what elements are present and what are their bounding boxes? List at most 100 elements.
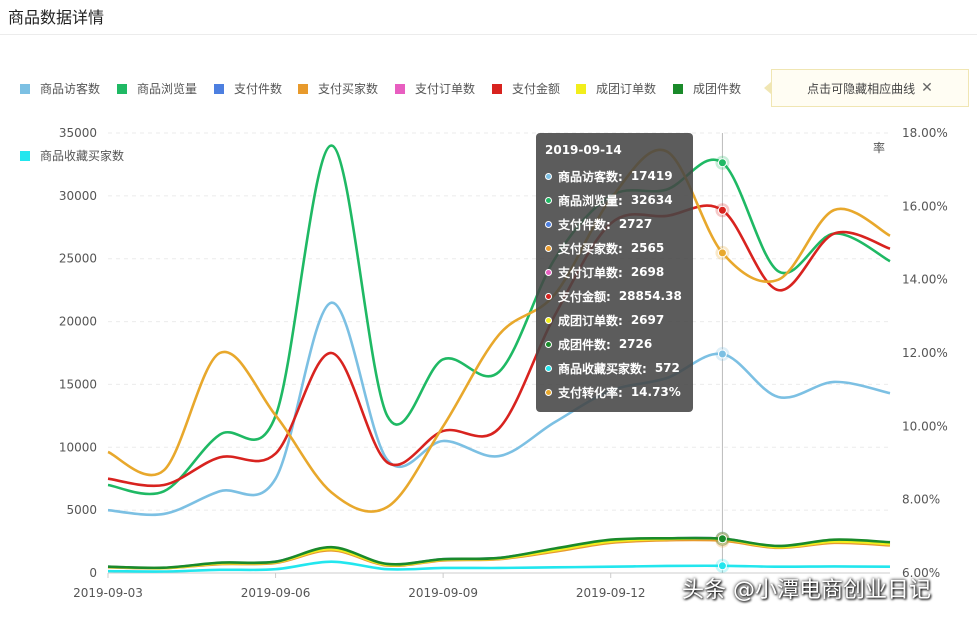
legend-swatch: [214, 83, 224, 94]
tooltip-row: 支付件数: 2727: [545, 212, 684, 236]
tooltip-label: 支付买家数:: [558, 241, 623, 256]
tooltip-value: 2727: [618, 217, 653, 231]
y2-tick-label: 10.00%: [902, 419, 948, 433]
chart-tooltip: 2019-09-14 商品访客数: 17419 商品浏览量: 32634 支付件数: 27…: [536, 133, 693, 412]
highlight-point: [717, 248, 727, 258]
tooltip-dot: [545, 244, 552, 252]
series-line: [107, 144, 891, 496]
legend-label: 成团订单数: [596, 82, 657, 96]
hint-box: 点击可隐藏相应曲线 ✕: [771, 69, 969, 107]
y2-tick-label: 8.00%: [902, 493, 940, 507]
legend-swatch: [117, 83, 127, 94]
legend-item[interactable]: 商品访客数: [20, 80, 100, 97]
tooltip-dot: [545, 268, 552, 276]
legend-item[interactable]: 支付订单数: [395, 80, 475, 97]
y-tick-label: 35000: [59, 126, 97, 140]
legend-swatch: [298, 83, 308, 94]
series-line: [107, 536, 891, 570]
highlight-point: [717, 158, 727, 168]
legend-swatch: [576, 83, 586, 94]
y-tick-label: 15000: [59, 377, 97, 391]
tooltip-label: 支付金额:: [558, 289, 611, 304]
legend-item[interactable]: 支付件数: [214, 80, 282, 97]
y2-tick-label: 12.00%: [902, 346, 948, 360]
legend-label: 支付金额: [512, 82, 561, 96]
tooltip-label: 商品浏览量:: [558, 193, 623, 208]
tooltip-row: 商品浏览量: 32634: [545, 188, 684, 212]
tooltip-dot: [545, 388, 552, 396]
tooltip-row: 支付金额: 28854.38: [545, 284, 684, 308]
highlight-point: [717, 205, 727, 215]
tooltip-dot: [545, 196, 552, 204]
legend-label: 商品访客数: [40, 82, 101, 96]
tooltip-value: 2726: [618, 337, 653, 351]
tooltip-row: 商品访客数: 17419: [545, 164, 684, 188]
legend-label: 商品浏览量: [137, 82, 198, 96]
legend-label: 支付订单数: [415, 82, 476, 96]
hint-text: 点击可隐藏相应曲线: [807, 81, 916, 96]
hint-pointer: [764, 82, 771, 94]
legend-item[interactable]: 支付金额: [492, 80, 560, 97]
tooltip-value: 2565: [630, 241, 665, 255]
y2-tick-label: 16.00%: [902, 199, 948, 213]
tooltip-dot: [545, 340, 552, 348]
legend-swatch: [20, 83, 30, 94]
tooltip-value: 17419: [630, 169, 673, 183]
tooltip-dot: [545, 292, 552, 300]
tooltip-value: 2698: [630, 265, 665, 279]
y-tick-label: 0: [89, 566, 97, 580]
close-icon[interactable]: ✕: [921, 80, 933, 96]
y-tick-label: 30000: [59, 189, 97, 203]
x-tick-label: 2019-09-12: [576, 586, 646, 600]
legend-item[interactable]: 商品收藏买家数: [20, 147, 124, 164]
title-divider: [0, 34, 977, 35]
tooltip-value: 14.73%: [630, 385, 681, 399]
legend-item[interactable]: 成团件数: [673, 80, 741, 97]
tooltip-value: 2697: [630, 313, 665, 327]
y2-tick-label: 18.00%: [902, 126, 948, 140]
legend-swatch: [492, 83, 502, 94]
tooltip-date: 2019-09-14: [545, 143, 622, 157]
tooltip-dot: [545, 172, 552, 180]
legend-item[interactable]: 支付买家数: [298, 80, 378, 97]
tooltip-label: 成团订单数:: [558, 313, 623, 328]
highlight-point: [717, 561, 727, 571]
tooltip-row: 支付订单数: 2698: [545, 260, 684, 284]
legend-label: 支付买家数: [318, 82, 379, 96]
tooltip-row: 成团订单数: 2697: [545, 308, 684, 332]
y-tick-label: 20000: [59, 315, 97, 329]
tooltip-dot: [545, 220, 552, 228]
y2-tick-label: 6.00%: [902, 566, 940, 580]
tooltip-label: 商品访客数:: [558, 169, 623, 184]
series-line: [107, 204, 891, 488]
tooltip-row: 成团件数: 2726: [545, 332, 684, 356]
legend-swatch: [673, 83, 683, 94]
legend-item[interactable]: 商品浏览量: [117, 80, 197, 97]
highlight-point: [717, 349, 727, 359]
series-line: [107, 301, 891, 517]
series-line: [107, 560, 891, 573]
tooltip-label: 支付件数:: [558, 217, 611, 232]
tooltip-label: 成团件数:: [558, 337, 611, 352]
tooltip-row: 支付转化率: 14.73%: [545, 380, 684, 404]
tooltip-row: 商品收藏买家数: 572: [545, 356, 684, 380]
x-tick-label: 2019-09-06: [241, 586, 311, 600]
legend-item[interactable]: 成团订单数: [576, 80, 656, 97]
tooltip-row: 支付买家数: 2565: [545, 236, 684, 260]
tooltip-dot: [545, 316, 552, 324]
tooltip-label: 支付订单数:: [558, 265, 623, 280]
x-tick-label: 2019-09-03: [73, 586, 143, 600]
legend-swatch: [395, 83, 405, 94]
tooltip-label: 支付转化率:: [558, 385, 623, 400]
y-tick-label: 5000: [66, 503, 97, 517]
tooltip-dot: [545, 364, 552, 372]
highlight-point: [717, 534, 727, 544]
tooltip-value: 572: [654, 361, 680, 375]
legend-swatch: [20, 150, 30, 161]
legend-label: 成团件数: [693, 82, 742, 96]
watermark: 头条 @小潭电商创业日记: [682, 578, 931, 603]
y2-axis-label: 率: [873, 140, 885, 155]
y-tick-label: 10000: [59, 440, 97, 454]
x-tick-label: 2019-09-09: [408, 586, 478, 600]
